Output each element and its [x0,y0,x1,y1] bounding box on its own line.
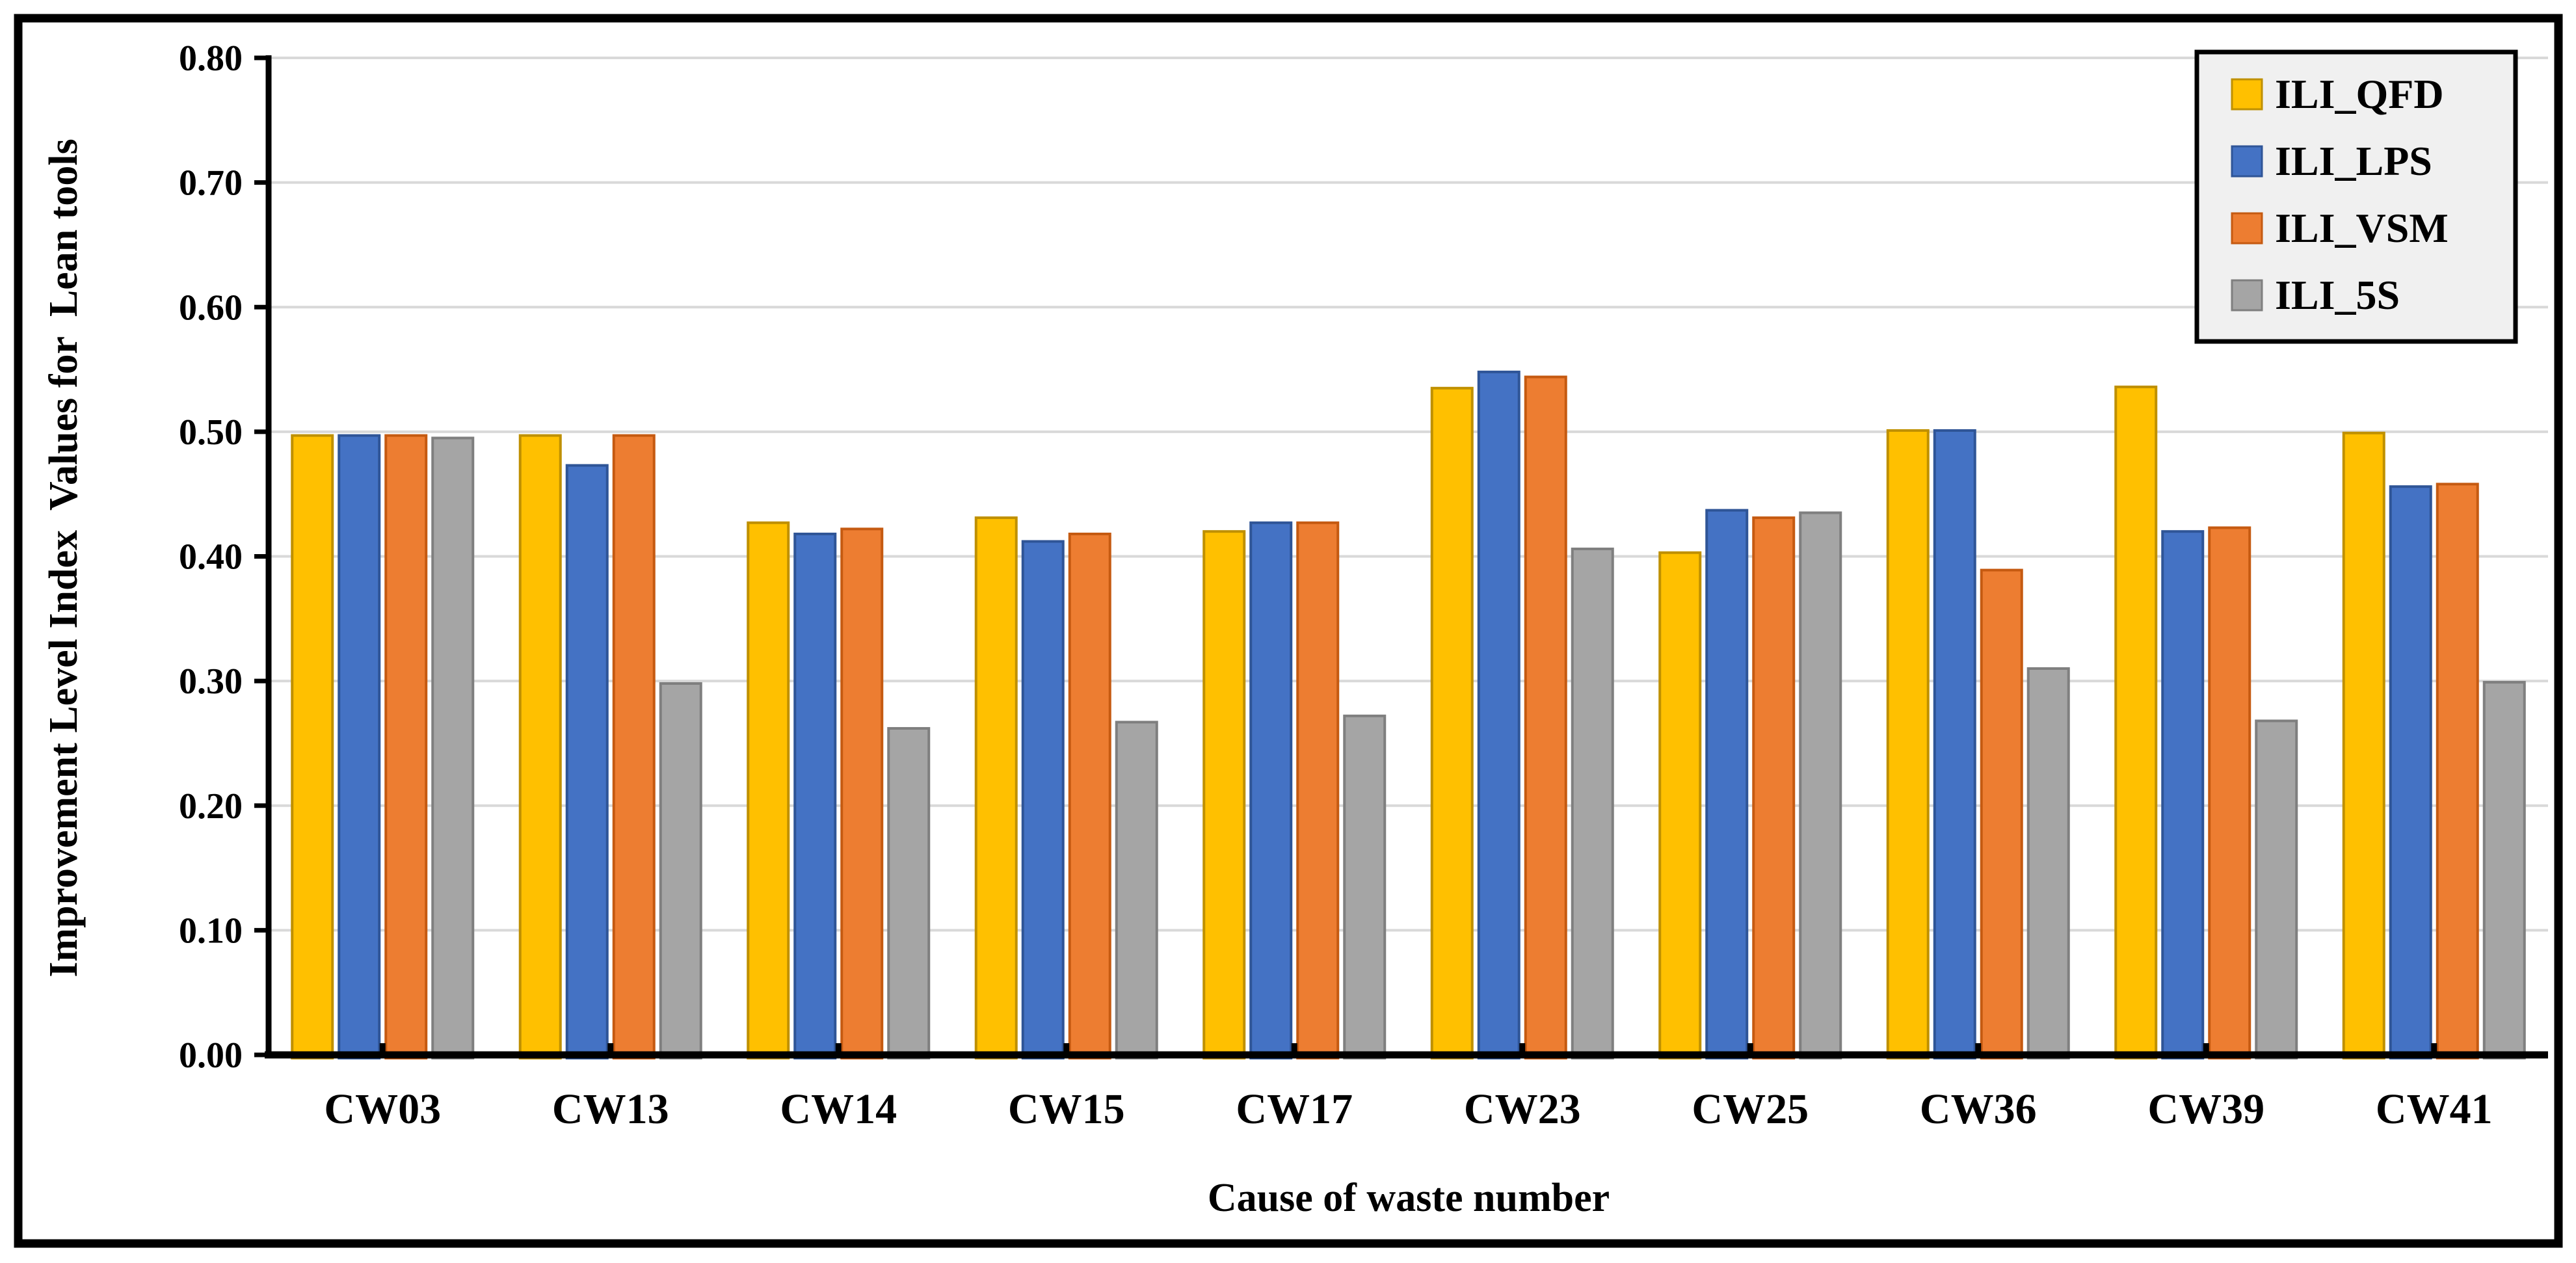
bar-ili_lps-cw14 [793,533,837,1059]
bar-group-cw41 [2342,431,2526,1059]
y-tick-label: 0.40 [179,537,243,578]
bar-group-cw15 [974,516,1158,1059]
bar-ili_lps-cw23 [1477,370,1520,1059]
y-tick-label: 0.00 [179,1035,243,1076]
x-tick-label: CW03 [324,1085,441,1133]
bar-ili_qfd-cw41 [2342,431,2385,1059]
y-axis-title: Improvement Level Index Values for Lean … [42,139,86,977]
figure-border [14,14,2563,1248]
x-tick-label: CW14 [780,1085,897,1133]
bar-ili_lps-cw15 [1021,540,1065,1059]
bar-groups [291,370,2526,1059]
bar-ili_5s-cw15 [1115,721,1158,1059]
x-tick-label: CW41 [2376,1085,2493,1133]
bar-ili_qfd-cw13 [518,434,562,1059]
bar-ili_vsm-cw41 [2436,483,2479,1059]
bar-ili_5s-cw23 [1571,548,1614,1059]
axes [254,55,2548,1059]
bar-ili_qfd-cw15 [974,516,1018,1059]
legend-item-ili_lps: ILI_LPS [2231,138,2432,184]
bar-ili_vsm-cw15 [1068,533,1111,1059]
bar-group-cw23 [1430,370,1614,1059]
bar-ili_5s-cw03 [431,436,475,1059]
y-tick-label: 0.60 [179,287,243,328]
bar-ili_lps-cw36 [1933,429,1976,1059]
legend-label: ILI_5S [2275,272,2400,318]
bar-ili_lps-cw39 [2161,530,2205,1059]
x-tick-label: CW36 [1920,1085,2037,1133]
bar-ili_vsm-cw36 [1980,568,2023,1059]
y-tick-label: 0.70 [179,163,243,204]
bar-ili_qfd-cw14 [747,521,790,1059]
bar-ili_qfd-cw17 [1202,530,1246,1059]
bar-ili_vsm-cw03 [384,434,428,1059]
legend-marker-ili_vsm [2231,212,2263,245]
legend-marker-ili_qfd [2231,78,2263,111]
bar-group-cw14 [747,521,931,1059]
legend-marker-ili_5s [2231,279,2263,312]
x-tick-label: CW13 [552,1085,669,1133]
legend: ILI_QFD ILI_LPS ILI_VSM ILI_5S [2194,49,2518,344]
bar-ili_vsm-cw14 [840,527,884,1059]
bar-ili_5s-cw25 [1799,511,1842,1059]
bar-ili_vsm-cw17 [1296,521,1340,1059]
y-tick-label: 0.10 [179,911,243,951]
bar-ili_lps-cw17 [1249,521,1293,1059]
legend-label: ILI_LPS [2275,138,2432,184]
y-tick-label: 0.20 [179,786,243,827]
x-tick-label: CW17 [1236,1085,1353,1133]
y-axis-tick-labels: 0.00 0.10 0.20 0.30 0.40 0.50 0.60 0.70 0.80 [179,38,243,1076]
bar-ili_qfd-cw25 [1658,551,1702,1059]
y-tick-label: 0.80 [179,38,243,79]
bar-ili_5s-cw36 [2026,667,2070,1059]
bar-group-cw13 [518,434,702,1059]
bar-ili_vsm-cw25 [1752,516,1796,1059]
bar-ili_qfd-cw23 [1430,386,1474,1059]
legend-marker-ili_lps [2231,145,2263,178]
y-tick-label: 0.50 [179,412,243,453]
bar-group-cw39 [2114,385,2298,1059]
bar-ili_vsm-cw13 [612,434,656,1059]
y-tick-label: 0.30 [179,661,243,702]
bar-ili_5s-cw39 [2255,719,2298,1059]
bar-group-cw25 [1658,509,1842,1059]
x-tick-label: CW15 [1008,1085,1125,1133]
x-axis-title: Cause of waste number [1208,1176,1610,1220]
bar-ili_lps-cw03 [338,434,381,1059]
legend-item-ili_5s: ILI_5S [2231,272,2400,318]
bar-group-cw17 [1202,521,1387,1059]
bar-group-cw03 [291,434,475,1059]
bar-ili_5s-cw41 [2482,681,2526,1059]
bar-ili_5s-cw14 [887,726,931,1059]
x-tick-label: CW39 [2147,1085,2264,1133]
bar-group-cw36 [1886,429,2070,1059]
bar-ili_qfd-cw39 [2114,385,2158,1059]
legend-item-ili_qfd: ILI_QFD [2231,71,2444,117]
bar-ili_lps-cw13 [565,464,609,1059]
bar-ili_lps-cw41 [2389,485,2432,1059]
legend-label: ILI_QFD [2275,71,2444,117]
bar-ili_vsm-cw23 [1524,375,1567,1059]
bar-ili_qfd-cw03 [291,434,334,1059]
bar-ili_vsm-cw39 [2208,526,2251,1059]
bar-ili_5s-cw13 [659,682,702,1059]
bar-ili_lps-cw25 [1705,509,1749,1059]
bar-ili_qfd-cw36 [1886,429,1930,1059]
legend-label: ILI_VSM [2275,205,2449,251]
x-tick-label: CW23 [1464,1085,1581,1133]
x-tick-label: CW25 [1692,1085,1809,1133]
x-axis-tick-labels: CW03 CW13 CW14 CW15 CW17 CW23 CW25 CW36 CW39 CW41 [324,1085,2492,1133]
legend-item-ili_vsm: ILI_VSM [2231,205,2449,251]
bar-ili_5s-cw17 [1343,714,1387,1059]
